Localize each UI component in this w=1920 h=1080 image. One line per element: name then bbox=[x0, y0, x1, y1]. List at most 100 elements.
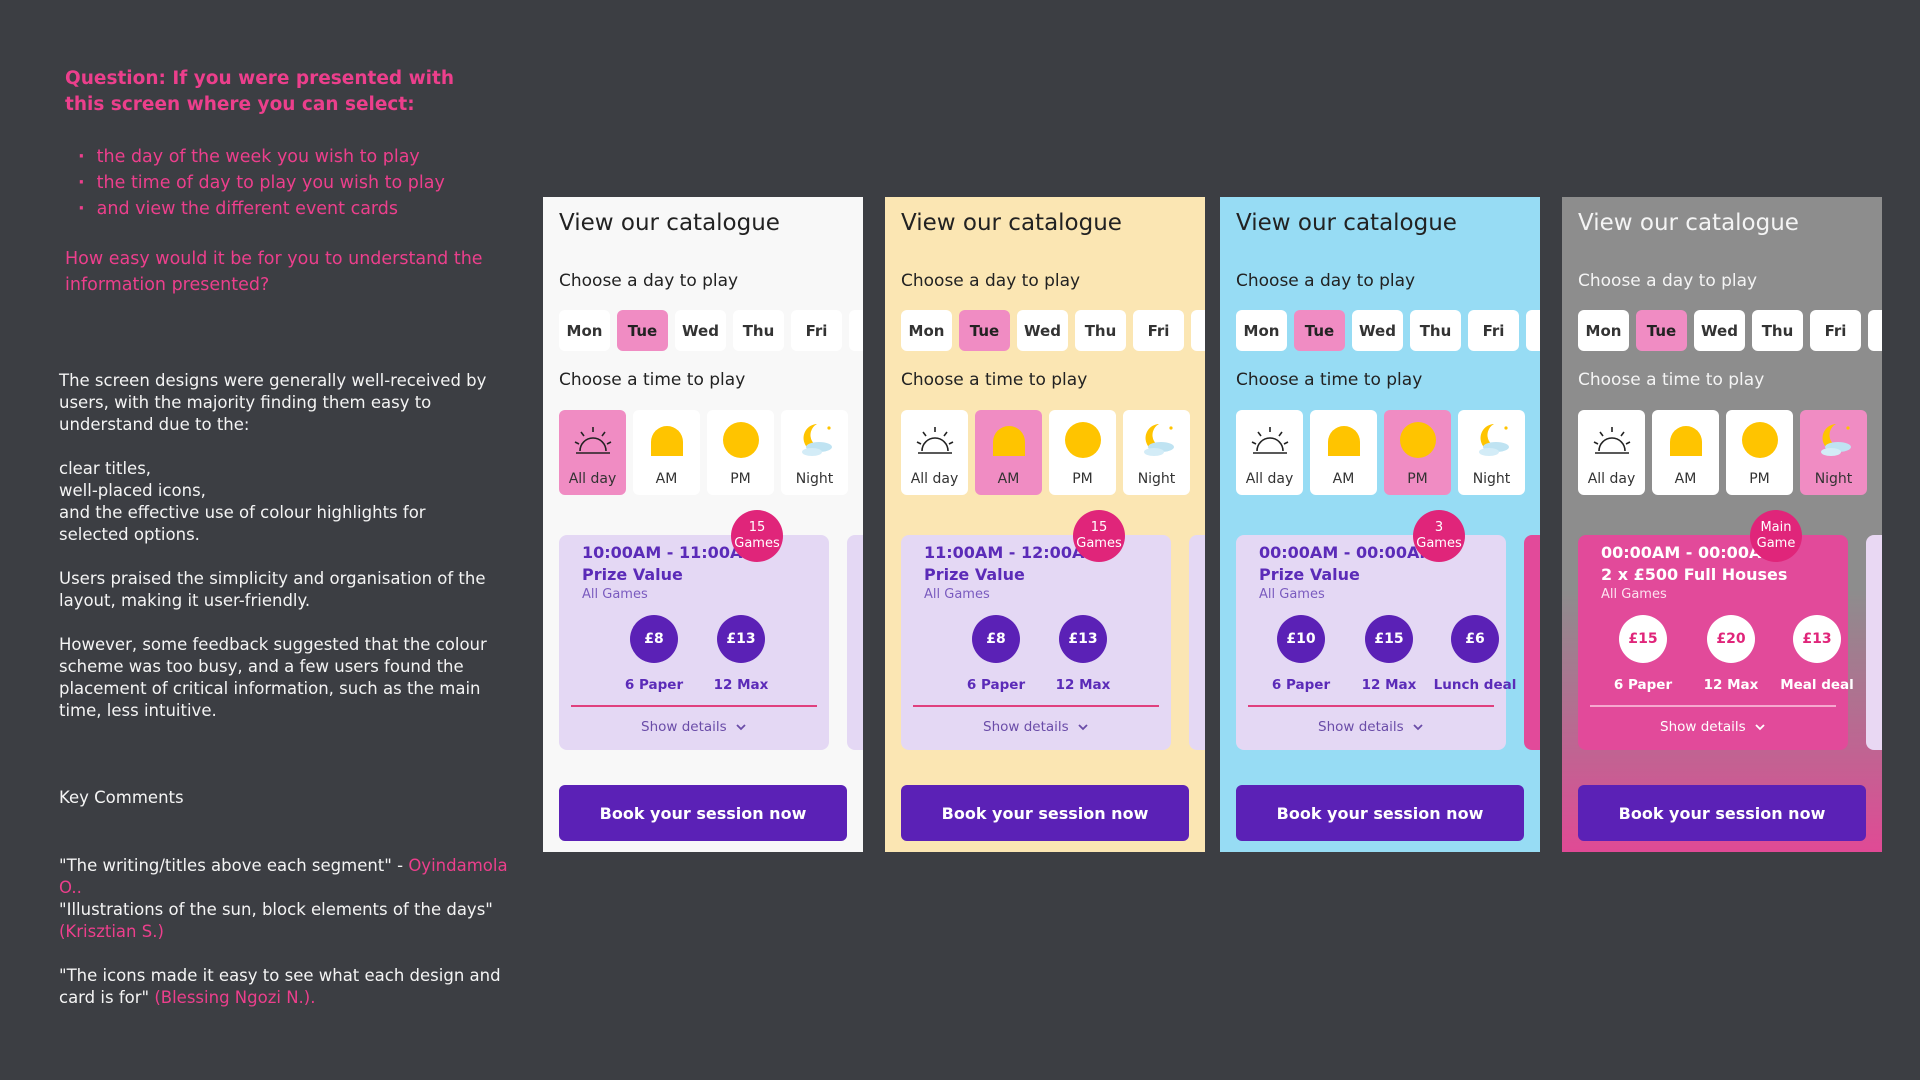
time-label: PM bbox=[730, 471, 751, 487]
price-value: £6 bbox=[1451, 615, 1499, 663]
day-button[interactable]: Fri bbox=[1133, 310, 1184, 351]
time-button-all-day[interactable]: All day bbox=[1236, 410, 1303, 495]
time-button-all-day[interactable]: All day bbox=[1578, 410, 1645, 495]
price-option[interactable]: £15 12 Max bbox=[1344, 615, 1434, 693]
day-button[interactable]: Fri bbox=[1468, 310, 1519, 351]
day-button[interactable]: Wed bbox=[1352, 310, 1403, 351]
time-button-am[interactable]: AM bbox=[1652, 410, 1719, 495]
time-label: Night bbox=[1472, 471, 1511, 487]
time-label: AM bbox=[655, 471, 678, 487]
comment-author: (Blessing Ngozi N.). bbox=[154, 988, 316, 1007]
time-button-am[interactable]: AM bbox=[633, 410, 700, 495]
card-time: 00:00AM - 00:00AM bbox=[1601, 543, 1778, 562]
day-button[interactable]: Mon bbox=[1236, 310, 1287, 351]
day-button[interactable]: S bbox=[1526, 310, 1540, 351]
time-button-all-day[interactable]: All day bbox=[559, 410, 626, 495]
time-button-night[interactable]: Night bbox=[781, 410, 848, 495]
event-card[interactable]: 00:00AM - 00:00AM Prize Value All Games … bbox=[1236, 535, 1516, 750]
price-label: 6 Paper bbox=[1271, 677, 1331, 693]
price-value: £15 bbox=[1365, 615, 1413, 663]
price-option[interactable]: £6 Lunch deal bbox=[1430, 615, 1520, 693]
day-button[interactable]: Wed bbox=[1694, 310, 1745, 351]
book-session-button[interactable]: Book your session now bbox=[901, 785, 1189, 841]
book-session-button[interactable]: Book your session now bbox=[559, 785, 847, 841]
time-button-all-day[interactable]: All day bbox=[901, 410, 968, 495]
day-button[interactable]: Thu bbox=[1075, 310, 1126, 351]
time-label: PM bbox=[1407, 471, 1428, 487]
comment: "The icons made it easy to see what each… bbox=[59, 965, 509, 1009]
day-button[interactable]: Wed bbox=[1017, 310, 1068, 351]
time-section-title: Choose a time to play bbox=[1236, 370, 1423, 390]
price-option[interactable]: £13 Meal deal bbox=[1772, 615, 1862, 693]
day-button[interactable]: Mon bbox=[901, 310, 952, 351]
price-option[interactable]: £20 12 Max bbox=[1686, 615, 1776, 693]
page-title: View our catalogue bbox=[1236, 210, 1457, 236]
price-label: 12 Max bbox=[713, 677, 769, 693]
badge-line: Games bbox=[1416, 536, 1462, 551]
next-card-peek[interactable] bbox=[847, 535, 863, 750]
chevron-down-icon bbox=[1078, 724, 1088, 731]
day-button[interactable]: Tue bbox=[959, 310, 1010, 351]
day-button[interactable]: S bbox=[1191, 310, 1205, 351]
day-button[interactable]: Mon bbox=[559, 310, 610, 351]
question-point: the day of the week you wish to play bbox=[78, 144, 445, 170]
price-option[interactable]: £13 12 Max bbox=[1038, 615, 1128, 693]
time-selector: All day AM PM bbox=[1236, 410, 1525, 495]
next-card-peek[interactable] bbox=[1189, 535, 1205, 750]
show-details-link[interactable]: Show details bbox=[901, 719, 1171, 735]
day-button[interactable]: Thu bbox=[1752, 310, 1803, 351]
day-button[interactable]: Tue bbox=[1636, 310, 1687, 351]
time-button-night[interactable]: Night bbox=[1458, 410, 1525, 495]
event-card[interactable]: 00:00AM - 00:00AM 2 x £500 Full Houses A… bbox=[1578, 535, 1854, 750]
sun-icon bbox=[723, 422, 759, 458]
price-option[interactable]: £8 6 Paper bbox=[609, 615, 699, 693]
day-button[interactable]: Thu bbox=[1410, 310, 1461, 351]
price-option[interactable]: £10 6 Paper bbox=[1256, 615, 1346, 693]
time-button-night[interactable]: Night bbox=[1123, 410, 1190, 495]
price-label: 12 Max bbox=[1055, 677, 1111, 693]
next-card-peek[interactable] bbox=[1524, 535, 1540, 750]
question-point: the time of day to play you wish to play bbox=[78, 170, 445, 196]
day-button[interactable]: Mon bbox=[1578, 310, 1629, 351]
show-details-link[interactable]: Show details bbox=[559, 719, 829, 735]
card-name: Prize Value bbox=[924, 565, 1025, 584]
next-card-peek[interactable] bbox=[1866, 535, 1882, 750]
day-button[interactable]: S bbox=[1868, 310, 1882, 351]
day-button[interactable]: Tue bbox=[617, 310, 668, 351]
time-button-am[interactable]: AM bbox=[1310, 410, 1377, 495]
chevron-down-icon bbox=[736, 724, 746, 731]
time-button-pm[interactable]: PM bbox=[707, 410, 774, 495]
card-category: All Games bbox=[924, 587, 990, 602]
show-details-label: Show details bbox=[1660, 719, 1746, 735]
price-option[interactable]: £15 6 Paper bbox=[1598, 615, 1688, 693]
sunrise-icon bbox=[574, 427, 612, 454]
badge-line: Main bbox=[1760, 520, 1792, 535]
day-button[interactable]: Wed bbox=[675, 310, 726, 351]
moon-cloud-icon bbox=[1821, 424, 1851, 456]
time-button-pm[interactable]: PM bbox=[1384, 410, 1451, 495]
time-button-am[interactable]: AM bbox=[975, 410, 1042, 495]
event-card[interactable]: 11:00AM - 12:00AM Prize Value All Games … bbox=[901, 535, 1171, 750]
day-button[interactable]: Thu bbox=[733, 310, 784, 351]
time-selector: All day AM PM bbox=[1578, 410, 1867, 495]
time-label: All day bbox=[568, 471, 617, 487]
card-name: Prize Value bbox=[582, 565, 683, 584]
price-option[interactable]: £13 12 Max bbox=[696, 615, 786, 693]
time-button-pm[interactable]: PM bbox=[1049, 410, 1116, 495]
time-button-pm[interactable]: PM bbox=[1726, 410, 1793, 495]
price-option[interactable]: £8 6 Paper bbox=[951, 615, 1041, 693]
show-details-link[interactable]: Show details bbox=[1578, 719, 1848, 735]
show-details-link[interactable]: Show details bbox=[1236, 719, 1506, 735]
question-title: Question: If you were presented with thi… bbox=[65, 68, 455, 115]
day-button[interactable]: S bbox=[849, 310, 863, 351]
book-session-button[interactable]: Book your session now bbox=[1236, 785, 1524, 841]
chevron-down-icon bbox=[1413, 724, 1423, 731]
book-session-button[interactable]: Book your session now bbox=[1578, 785, 1866, 841]
time-button-night[interactable]: Night bbox=[1800, 410, 1867, 495]
event-card[interactable]: 10:00AM - 11:00AM Prize Value All Games … bbox=[559, 535, 829, 750]
day-button[interactable]: Tue bbox=[1294, 310, 1345, 351]
sunrise-icon bbox=[1593, 427, 1631, 454]
day-button[interactable]: Fri bbox=[1810, 310, 1861, 351]
games-count-badge: 15 Games bbox=[1073, 510, 1125, 562]
day-button[interactable]: Fri bbox=[791, 310, 842, 351]
